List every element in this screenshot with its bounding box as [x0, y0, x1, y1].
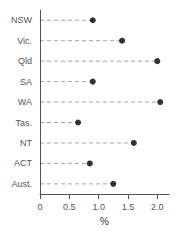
svg-text:0: 0 — [37, 202, 42, 212]
svg-text:SA: SA — [20, 77, 32, 87]
svg-text:%: % — [100, 216, 109, 227]
svg-text:0.5: 0.5 — [63, 202, 76, 212]
svg-text:1.0: 1.0 — [92, 202, 105, 212]
svg-text:WA: WA — [18, 97, 32, 107]
svg-text:Vic.: Vic. — [17, 36, 32, 46]
svg-text:2.0: 2.0 — [151, 202, 164, 212]
svg-text:NSW: NSW — [11, 15, 33, 25]
svg-text:1.5: 1.5 — [122, 202, 135, 212]
svg-text:Tas.: Tas. — [15, 118, 32, 128]
svg-text:NT: NT — [20, 138, 32, 148]
svg-text:ACT: ACT — [14, 158, 33, 168]
svg-text:Qld: Qld — [18, 56, 32, 66]
svg-text:Aust.: Aust. — [11, 179, 32, 189]
